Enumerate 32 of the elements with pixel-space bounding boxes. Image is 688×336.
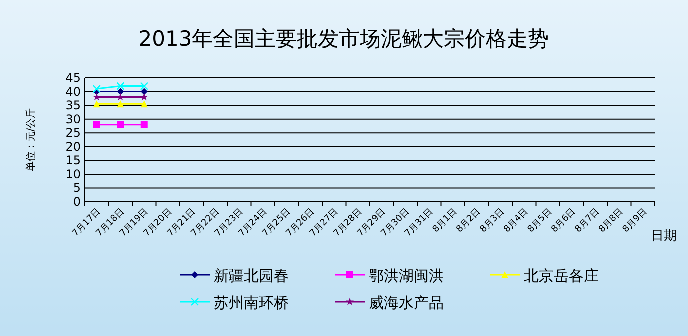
legend-label: 新疆北园春 — [214, 267, 289, 285]
point — [92, 93, 101, 101]
point — [140, 121, 148, 128]
legend-label: 鄂洪湖闽洪 — [369, 267, 444, 285]
point — [140, 82, 148, 90]
point — [92, 84, 101, 94]
point — [93, 100, 100, 108]
point — [93, 121, 100, 128]
x-axis-title: 日期 — [651, 229, 677, 244]
legend-label: 苏州南环桥 — [214, 294, 289, 312]
y-tick-label: 25 — [66, 126, 81, 140]
point — [117, 88, 124, 96]
point — [117, 121, 124, 128]
y-axis-title: 单位：元/公斤 — [25, 108, 37, 172]
legend-label: 威海水产品 — [369, 294, 444, 312]
legend-label: 北京岳各庄 — [524, 267, 599, 285]
y-tick-label: 40 — [66, 84, 81, 99]
point — [140, 93, 148, 101]
chart-title: 2013年全国主要批发市场泥鳅大宗价格走势 — [138, 27, 550, 51]
y-tick-label: 45 — [66, 71, 81, 85]
point — [117, 100, 124, 108]
y-tick-label: 15 — [66, 154, 81, 168]
point — [140, 88, 148, 96]
y-tick-label: 10 — [66, 167, 81, 182]
point — [116, 93, 125, 101]
y-tick-label: 0 — [73, 195, 81, 209]
y-tick-label: 35 — [66, 98, 81, 113]
y-tick-label: 20 — [66, 140, 81, 154]
y-tick-label: 30 — [66, 112, 81, 126]
point — [140, 100, 148, 108]
point — [116, 82, 125, 90]
y-tick-label: 5 — [73, 181, 81, 196]
